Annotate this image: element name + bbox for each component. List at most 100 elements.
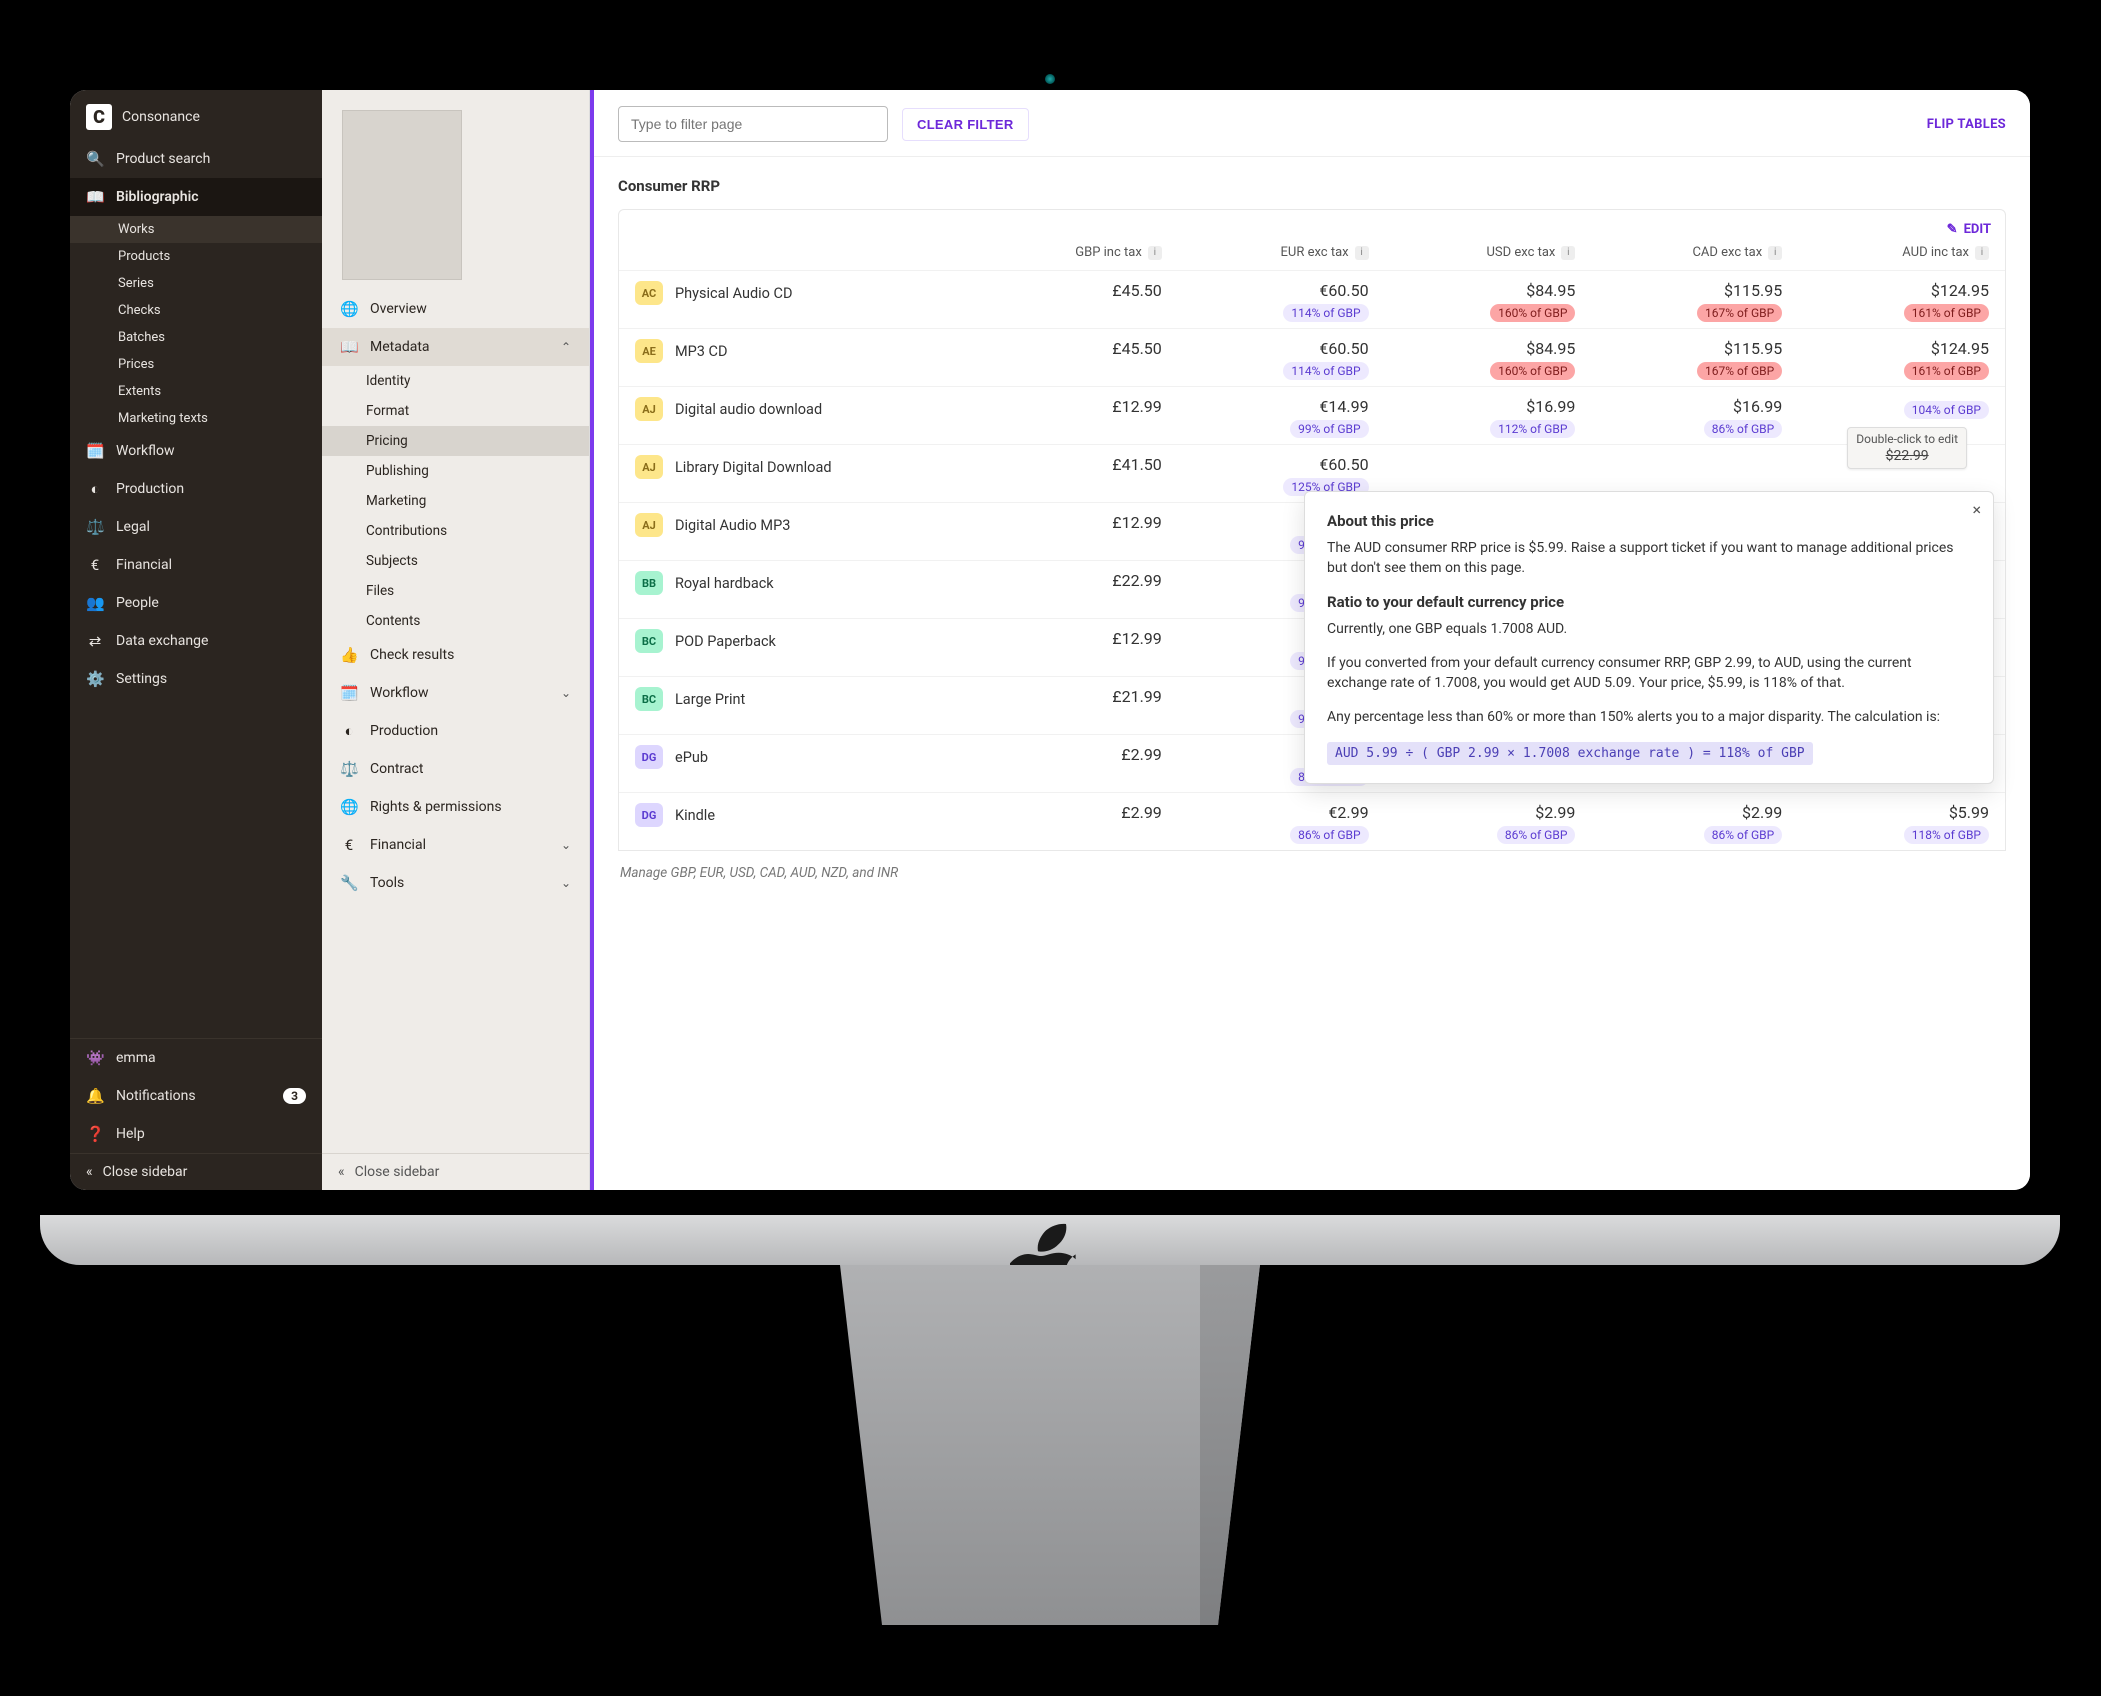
sec-sub-item[interactable]: Publishing (322, 456, 589, 486)
format-cell[interactable]: BC POD Paperback (635, 629, 955, 653)
price-value[interactable]: $84.95 (1369, 281, 1576, 300)
price-value[interactable]: £12.99 (955, 629, 1162, 648)
nav-sub-item[interactable]: Checks (70, 297, 322, 324)
nav-settings[interactable]: ⚙️ Settings (70, 660, 322, 698)
sec-financial[interactable]: € Financial ⌄ (322, 826, 589, 864)
nav-sub-item[interactable]: Marketing texts (70, 405, 322, 432)
ratio-badge: 114% of GBP (1283, 362, 1368, 380)
nav-user[interactable]: 👾 emma (70, 1039, 322, 1077)
price-value[interactable]: £12.99 (955, 397, 1162, 416)
popover-p1: The AUD consumer RRP price is $5.99. Rai… (1327, 538, 1971, 579)
sec-rights[interactable]: 🌐 Rights & permissions (322, 788, 589, 826)
price-cell: £41.50 (955, 455, 1162, 474)
flip-tables-link[interactable]: FLIP TABLES (1927, 117, 2006, 132)
close-icon[interactable]: × (1972, 500, 1981, 519)
monitor-chin (40, 1215, 2060, 1265)
price-value[interactable]: £2.99 (955, 745, 1162, 764)
sec-sub-item[interactable]: Contents (322, 606, 589, 636)
price-value[interactable]: $16.99 (1575, 397, 1782, 416)
sec-tools[interactable]: 🔧 Tools ⌄ (322, 864, 589, 902)
sec-sub-item[interactable]: Subjects (322, 546, 589, 576)
price-value[interactable]: €60.50 (1162, 281, 1369, 300)
sec-workflow[interactable]: 🗓️ Workflow ⌄ (322, 674, 589, 712)
edit-button[interactable]: ✎ EDIT (1947, 222, 1991, 237)
nav-production[interactable]: ◐ Production (70, 470, 322, 508)
price-value[interactable]: £12.99 (955, 513, 1162, 532)
price-value[interactable]: £21.99 (955, 687, 1162, 706)
close-primary-sidebar[interactable]: « Close sidebar (70, 1153, 322, 1190)
format-cell[interactable]: BB Royal hardback (635, 571, 955, 595)
topbar: CLEAR FILTER FLIP TABLES (594, 90, 2030, 157)
price-value[interactable]: $5.99 (1782, 803, 1989, 822)
price-value[interactable]: $115.95 (1575, 281, 1782, 300)
nav-sub-item[interactable]: Batches (70, 324, 322, 351)
format-code-badge: BC (635, 629, 663, 653)
price-value[interactable]: £45.50 (955, 339, 1162, 358)
exchange-icon: ⇄ (86, 632, 104, 650)
product-search[interactable]: 🔍 Product search (70, 140, 322, 178)
column-header: GBP inc taxi (955, 245, 1162, 260)
sec-sub-item[interactable]: Identity (322, 366, 589, 396)
sec-sub-item[interactable]: Format (322, 396, 589, 426)
info-icon[interactable]: i (1561, 246, 1575, 260)
sec-overview[interactable]: 🌐 Overview (322, 290, 589, 328)
price-value[interactable]: $84.95 (1369, 339, 1576, 358)
price-value[interactable]: $2.99 (1369, 803, 1576, 822)
price-value[interactable]: $115.95 (1575, 339, 1782, 358)
format-name: Kindle (675, 807, 715, 824)
nav-workflow[interactable]: 🗓️ Workflow (70, 432, 322, 470)
info-icon[interactable]: i (1975, 246, 1989, 260)
info-icon[interactable]: i (1768, 246, 1782, 260)
price-value[interactable]: £45.50 (955, 281, 1162, 300)
filter-input[interactable] (618, 106, 888, 142)
price-value[interactable]: $16.99 (1369, 397, 1576, 416)
nav-sub-item[interactable]: Works (70, 216, 322, 243)
format-cell[interactable]: BC Large Print (635, 687, 955, 711)
format-cell[interactable]: AJ Digital audio download (635, 397, 955, 421)
price-cell: £2.99 (955, 745, 1162, 764)
book-icon: 📖 (86, 188, 104, 206)
sec-sub-item[interactable]: Files (322, 576, 589, 606)
cover-thumbnail[interactable] (342, 110, 462, 280)
nav-sub-item[interactable]: Prices (70, 351, 322, 378)
sec-sub-item[interactable]: Pricing (322, 426, 589, 456)
clear-filter-button[interactable]: CLEAR FILTER (902, 108, 1029, 141)
format-cell[interactable]: DG Kindle (635, 803, 955, 827)
sec-sub-item[interactable]: Marketing (322, 486, 589, 516)
sec-contract[interactable]: ⚖️ Contract (322, 750, 589, 788)
close-secondary-sidebar[interactable]: « Close sidebar (322, 1153, 589, 1190)
price-value[interactable]: £41.50 (955, 455, 1162, 474)
nav-help[interactable]: ❓ Help (70, 1115, 322, 1153)
price-value[interactable]: €60.50 (1162, 455, 1369, 474)
price-value[interactable]: $2.99 (1575, 803, 1782, 822)
price-value[interactable]: $124.95 (1782, 339, 1989, 358)
format-cell[interactable]: DG ePub (635, 745, 955, 769)
price-value[interactable]: £2.99 (955, 803, 1162, 822)
format-cell[interactable]: AJ Digital Audio MP3 (635, 513, 955, 537)
brand[interactable]: C Consonance (70, 90, 322, 140)
nav-legal[interactable]: ⚖️ Legal (70, 508, 322, 546)
price-value[interactable]: €2.99 (1162, 803, 1369, 822)
sec-sub-item[interactable]: Contributions (322, 516, 589, 546)
info-icon[interactable]: i (1148, 246, 1162, 260)
nav-data-exchange[interactable]: ⇄ Data exchange (70, 622, 322, 660)
nav-bibliographic[interactable]: 📖 Bibliographic (70, 178, 322, 216)
sec-check-results[interactable]: 👍 Check results (322, 636, 589, 674)
format-name: ePub (675, 749, 708, 766)
nav-sub-item[interactable]: Series (70, 270, 322, 297)
format-cell[interactable]: AJ Library Digital Download (635, 455, 955, 479)
price-value[interactable]: €14.99 (1162, 397, 1369, 416)
price-value[interactable]: $124.95 (1782, 281, 1989, 300)
sec-production[interactable]: ◐ Production (322, 712, 589, 750)
nav-financial[interactable]: € Financial (70, 546, 322, 584)
nav-notifications[interactable]: 🔔 Notifications 3 (70, 1077, 322, 1115)
sec-metadata[interactable]: 📖 Metadata ⌃ (322, 328, 589, 366)
format-cell[interactable]: AC Physical Audio CD (635, 281, 955, 305)
price-value[interactable]: €60.50 (1162, 339, 1369, 358)
format-cell[interactable]: AE MP3 CD (635, 339, 955, 363)
info-icon[interactable]: i (1355, 246, 1369, 260)
nav-sub-item[interactable]: Extents (70, 378, 322, 405)
price-value[interactable]: £22.99 (955, 571, 1162, 590)
nav-sub-item[interactable]: Products (70, 243, 322, 270)
nav-people[interactable]: 👥 People (70, 584, 322, 622)
